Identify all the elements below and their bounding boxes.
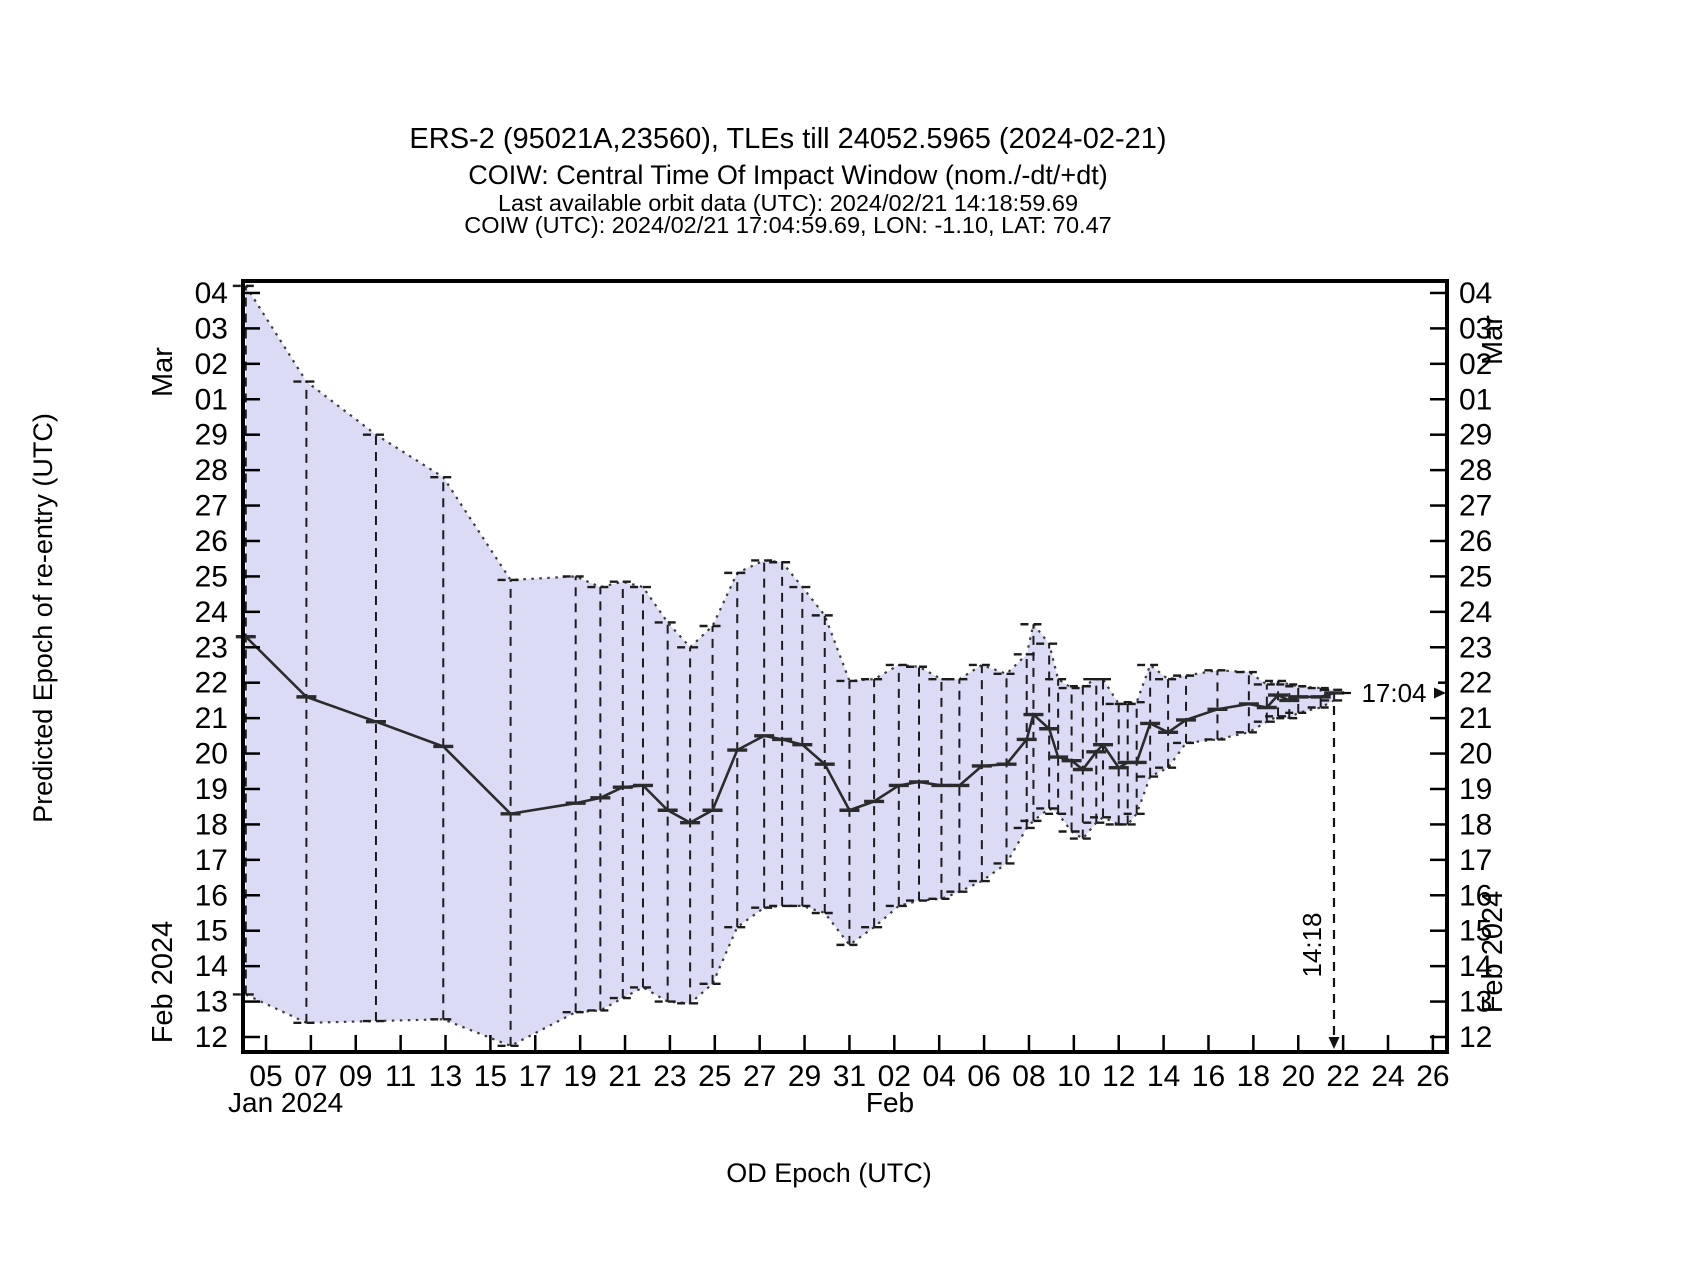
x-tick-label: 18 bbox=[1237, 1060, 1270, 1093]
y-tick-label-left: 18 bbox=[195, 808, 228, 841]
y-tick-label-right: 04 bbox=[1459, 277, 1492, 310]
y-tick-label-right: 02 bbox=[1459, 348, 1492, 381]
last-od-arrowhead-icon bbox=[1328, 1037, 1340, 1049]
y-tick-label-right: 24 bbox=[1459, 596, 1492, 629]
x-tick-label: 12 bbox=[1102, 1060, 1135, 1093]
y-tick-label-left: 14 bbox=[195, 950, 228, 983]
x-tick-label: 08 bbox=[1012, 1060, 1045, 1093]
y-tick-label-right: 13 bbox=[1459, 986, 1492, 1019]
band-upper-edge bbox=[244, 285, 1335, 706]
coiw-arrowhead-icon bbox=[1434, 687, 1446, 699]
y-tick-label-right: 01 bbox=[1459, 383, 1492, 416]
x-tick-label: 15 bbox=[474, 1060, 507, 1093]
x-tick-label: 24 bbox=[1371, 1060, 1404, 1093]
y-axis-title: Predicted Epoch of re-entry (UTC) bbox=[28, 413, 58, 823]
y-tick-label-right: 15 bbox=[1459, 915, 1492, 948]
x-tick-label: 04 bbox=[923, 1060, 956, 1093]
center-line bbox=[235, 634, 1345, 825]
x-month-label-jan: Jan 2024 bbox=[228, 1087, 343, 1118]
axis-ticks bbox=[245, 291, 1445, 1050]
last-od-annotation: 14:18 bbox=[1297, 706, 1340, 1049]
y-tick-label-left: 20 bbox=[195, 738, 228, 771]
x-tick-label: 16 bbox=[1192, 1060, 1225, 1093]
chart-info-line-1: Last available orbit data (UTC): 2024/02… bbox=[498, 190, 1078, 216]
uncertainty-band bbox=[244, 285, 1335, 1048]
x-tick-label: 11 bbox=[385, 1060, 416, 1093]
x-tick-label: 27 bbox=[743, 1060, 776, 1093]
x-tick-label: 17 bbox=[519, 1060, 552, 1093]
y-month-label-feb-right: Feb 2024 bbox=[1477, 891, 1509, 1014]
x-axis-title: OD Epoch (UTC) bbox=[726, 1158, 932, 1188]
y-tick-label-left: 13 bbox=[195, 986, 228, 1019]
y-tick-label-right: 14 bbox=[1459, 950, 1492, 983]
x-tick-label: 23 bbox=[653, 1060, 686, 1093]
x-tick-label: 19 bbox=[563, 1060, 596, 1093]
coiw-label-backdrop bbox=[1352, 678, 1438, 708]
y-tick-label-left: 12 bbox=[195, 1021, 228, 1054]
y-tick-label-right: 27 bbox=[1459, 490, 1492, 523]
y-tick-label-left: 23 bbox=[195, 631, 228, 664]
x-tick-label: 02 bbox=[878, 1060, 911, 1093]
y-tick-label-right: 21 bbox=[1459, 702, 1492, 735]
y-tick-label-left: 02 bbox=[195, 348, 228, 381]
y-tick-label-left: 24 bbox=[195, 596, 228, 629]
y-month-label-mar-left: Mar bbox=[147, 347, 179, 397]
y-tick-label-left: 17 bbox=[195, 844, 228, 877]
y-tick-label-left: 16 bbox=[195, 879, 228, 912]
y-tick-label-right: 03 bbox=[1459, 312, 1492, 345]
x-month-label-feb: Feb bbox=[866, 1087, 914, 1118]
y-tick-label-right: 18 bbox=[1459, 808, 1492, 841]
y-month-label-mar-right: Mar bbox=[1477, 315, 1509, 365]
y-tick-label-right: 17 bbox=[1459, 844, 1492, 877]
chart-subtitle: COIW: Central Time Of Impact Window (nom… bbox=[468, 160, 1107, 190]
y-tick-label-right: 29 bbox=[1459, 419, 1492, 452]
y-tick-label-left: 25 bbox=[195, 560, 228, 593]
y-tick-label-left: 22 bbox=[195, 667, 228, 700]
x-tick-label: 20 bbox=[1282, 1060, 1315, 1093]
x-tick-label: 13 bbox=[429, 1060, 462, 1093]
last-od-time-label: 14:18 bbox=[1297, 912, 1327, 977]
x-tick-label: 14 bbox=[1147, 1060, 1180, 1093]
y-tick-label-right: 23 bbox=[1459, 631, 1492, 664]
y-tick-label-right: 26 bbox=[1459, 525, 1492, 558]
chart-title: ERS-2 (95021A,23560), TLEs till 24052.59… bbox=[409, 123, 1166, 155]
y-tick-label-left: 15 bbox=[195, 915, 228, 948]
x-tick-label: 21 bbox=[608, 1060, 641, 1093]
y-month-label-feb-left: Feb 2024 bbox=[147, 921, 179, 1044]
x-tick-label: 25 bbox=[698, 1060, 731, 1093]
y-tick-label-left: 03 bbox=[195, 312, 228, 345]
x-tick-label: 26 bbox=[1416, 1060, 1449, 1093]
x-tick-label: 09 bbox=[339, 1060, 372, 1093]
y-tick-label-right: 28 bbox=[1459, 454, 1492, 487]
chart-info-line-2: COIW (UTC): 2024/02/21 17:04:59.69, LON:… bbox=[464, 212, 1111, 238]
y-tick-label-right: 25 bbox=[1459, 560, 1492, 593]
plot-frame bbox=[241, 279, 1449, 1054]
band-fill bbox=[245, 285, 1335, 1046]
y-tick-label-right: 12 bbox=[1459, 1021, 1492, 1054]
y-tick-label-left: 04 bbox=[195, 277, 228, 310]
y-tick-label-left: 19 bbox=[195, 773, 228, 806]
y-tick-label-right: 22 bbox=[1459, 667, 1492, 700]
y-tick-label-left: 29 bbox=[195, 419, 228, 452]
x-tick-label: 05 bbox=[249, 1060, 282, 1093]
x-tick-label: 29 bbox=[788, 1060, 821, 1093]
coiw-annotation: 17:04 bbox=[1342, 678, 1446, 708]
y-tick-label-left: 01 bbox=[195, 383, 228, 416]
x-tick-label: 07 bbox=[294, 1060, 327, 1093]
x-tick-label: 10 bbox=[1057, 1060, 1090, 1093]
y-tick-label-left: 27 bbox=[195, 490, 228, 523]
x-tick-label: 06 bbox=[967, 1060, 1000, 1093]
x-tick-label: 31 bbox=[833, 1060, 866, 1093]
y-tick-label-left: 26 bbox=[195, 525, 228, 558]
x-tick-label: 22 bbox=[1326, 1060, 1359, 1093]
y-tick-label-right: 16 bbox=[1459, 879, 1492, 912]
coiw-time-label: 17:04 bbox=[1361, 678, 1426, 708]
y-tick-label-left: 21 bbox=[195, 702, 228, 735]
y-tick-label-left: 28 bbox=[195, 454, 228, 487]
y-tick-label-right: 20 bbox=[1459, 738, 1492, 771]
y-tick-label-right: 19 bbox=[1459, 773, 1492, 806]
